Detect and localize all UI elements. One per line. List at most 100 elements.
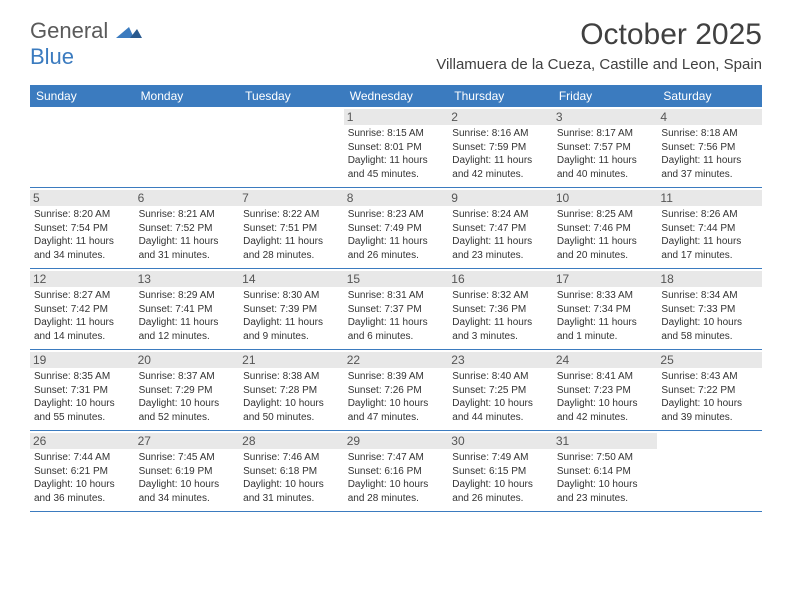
sunrise-label: Sunrise:	[348, 452, 387, 463]
day-cell: 8Sunrise: 8:23 AMSunset: 7:49 PMDaylight…	[344, 188, 449, 268]
day-cell: 18Sunrise: 8:34 AMSunset: 7:33 PMDayligh…	[657, 269, 762, 349]
sunrise-label: Sunrise:	[34, 371, 73, 382]
sunset-label: Sunset:	[243, 223, 280, 234]
day-detail: Sunrise: 8:20 AMSunset: 7:54 PMDaylight:…	[34, 208, 131, 262]
day-cell: 31Sunrise: 7:50 AMSunset: 6:14 PMDayligh…	[553, 431, 658, 511]
day-header: Thursday	[448, 85, 553, 107]
sunrise-label: Sunrise:	[348, 128, 387, 139]
sunset-label: Sunset:	[661, 142, 698, 153]
daylight-label: Daylight:	[243, 236, 285, 247]
sunset-label: Sunset:	[557, 466, 594, 477]
day-number: 18	[657, 271, 762, 287]
day-detail: Sunrise: 8:43 AMSunset: 7:22 PMDaylight:…	[661, 370, 758, 424]
daylight-label: Daylight:	[243, 317, 285, 328]
sunrise-value: 7:50 AM	[596, 452, 633, 463]
sunset-value: 7:41 PM	[175, 304, 212, 315]
sunset-value: 7:47 PM	[489, 223, 526, 234]
sunset-label: Sunset:	[139, 466, 176, 477]
daylight-label: Daylight:	[452, 236, 494, 247]
sunrise-label: Sunrise:	[661, 371, 700, 382]
sunset-label: Sunset:	[452, 385, 489, 396]
week-row: 12Sunrise: 8:27 AMSunset: 7:42 PMDayligh…	[30, 269, 762, 350]
day-cell: 23Sunrise: 8:40 AMSunset: 7:25 PMDayligh…	[448, 350, 553, 430]
day-number: 12	[30, 271, 135, 287]
day-detail: Sunrise: 8:29 AMSunset: 7:41 PMDaylight:…	[139, 289, 236, 343]
sunset-value: 7:56 PM	[698, 142, 735, 153]
sunrise-label: Sunrise:	[452, 371, 491, 382]
sunset-label: Sunset:	[557, 142, 594, 153]
sunset-value: 7:59 PM	[489, 142, 526, 153]
day-detail: Sunrise: 7:46 AMSunset: 6:18 PMDaylight:…	[243, 451, 340, 505]
day-cell: 16Sunrise: 8:32 AMSunset: 7:36 PMDayligh…	[448, 269, 553, 349]
sunrise-label: Sunrise:	[661, 290, 700, 301]
sunrise-label: Sunrise:	[139, 209, 178, 220]
sunset-value: 7:44 PM	[698, 223, 735, 234]
day-number: 14	[239, 271, 344, 287]
daylight-label: Daylight:	[348, 479, 390, 490]
sunset-label: Sunset:	[661, 304, 698, 315]
day-cell: 28Sunrise: 7:46 AMSunset: 6:18 PMDayligh…	[239, 431, 344, 511]
day-cell: 9Sunrise: 8:24 AMSunset: 7:47 PMDaylight…	[448, 188, 553, 268]
day-cell: 14Sunrise: 8:30 AMSunset: 7:39 PMDayligh…	[239, 269, 344, 349]
day-number: 25	[657, 352, 762, 368]
sunset-label: Sunset:	[348, 466, 385, 477]
sunset-label: Sunset:	[139, 304, 176, 315]
day-cell: 7Sunrise: 8:22 AMSunset: 7:51 PMDaylight…	[239, 188, 344, 268]
day-detail: Sunrise: 8:26 AMSunset: 7:44 PMDaylight:…	[661, 208, 758, 262]
day-number: 30	[448, 433, 553, 449]
day-number: 10	[553, 190, 658, 206]
day-detail: Sunrise: 7:44 AMSunset: 6:21 PMDaylight:…	[34, 451, 131, 505]
day-header: Tuesday	[239, 85, 344, 107]
day-number: 9	[448, 190, 553, 206]
sunset-value: 7:29 PM	[175, 385, 212, 396]
day-detail: Sunrise: 8:23 AMSunset: 7:49 PMDaylight:…	[348, 208, 445, 262]
day-header: Friday	[553, 85, 658, 107]
sunrise-value: 8:32 AM	[492, 290, 529, 301]
day-number: 31	[553, 433, 658, 449]
sunrise-label: Sunrise:	[557, 290, 596, 301]
sunrise-label: Sunrise:	[34, 452, 73, 463]
day-detail: Sunrise: 7:47 AMSunset: 6:16 PMDaylight:…	[348, 451, 445, 505]
sunrise-label: Sunrise:	[243, 371, 282, 382]
sunset-value: 7:36 PM	[489, 304, 526, 315]
sunset-label: Sunset:	[452, 304, 489, 315]
daylight-label: Daylight:	[661, 155, 703, 166]
sunrise-value: 7:46 AM	[283, 452, 320, 463]
day-cell: 11Sunrise: 8:26 AMSunset: 7:44 PMDayligh…	[657, 188, 762, 268]
sunrise-value: 7:44 AM	[73, 452, 110, 463]
sunset-value: 7:31 PM	[71, 385, 108, 396]
day-detail: Sunrise: 8:16 AMSunset: 7:59 PMDaylight:…	[452, 127, 549, 181]
week-row: 26Sunrise: 7:44 AMSunset: 6:21 PMDayligh…	[30, 431, 762, 512]
daylight-label: Daylight:	[34, 317, 76, 328]
month-title: October 2025	[436, 18, 762, 52]
sunrise-label: Sunrise:	[452, 290, 491, 301]
sunrise-label: Sunrise:	[139, 452, 178, 463]
empty-cell	[30, 107, 135, 187]
sunrise-value: 8:20 AM	[73, 209, 110, 220]
sunset-label: Sunset:	[348, 385, 385, 396]
header: General Blue October 2025 Villamuera de …	[0, 0, 792, 77]
sunset-value: 7:42 PM	[71, 304, 108, 315]
sunrise-value: 8:23 AM	[387, 209, 424, 220]
day-detail: Sunrise: 7:45 AMSunset: 6:19 PMDaylight:…	[139, 451, 236, 505]
day-detail: Sunrise: 7:49 AMSunset: 6:15 PMDaylight:…	[452, 451, 549, 505]
day-number: 4	[657, 109, 762, 125]
day-number: 15	[344, 271, 449, 287]
day-number: 22	[344, 352, 449, 368]
day-cell: 27Sunrise: 7:45 AMSunset: 6:19 PMDayligh…	[135, 431, 240, 511]
day-detail: Sunrise: 8:25 AMSunset: 7:46 PMDaylight:…	[557, 208, 654, 262]
sunrise-label: Sunrise:	[452, 452, 491, 463]
daylight-label: Daylight:	[139, 398, 181, 409]
sunset-label: Sunset:	[557, 304, 594, 315]
sunset-value: 7:52 PM	[175, 223, 212, 234]
sunrise-value: 8:22 AM	[283, 209, 320, 220]
sunset-label: Sunset:	[243, 466, 280, 477]
day-cell: 26Sunrise: 7:44 AMSunset: 6:21 PMDayligh…	[30, 431, 135, 511]
day-number: 16	[448, 271, 553, 287]
daylight-label: Daylight:	[139, 236, 181, 247]
sunset-value: 7:23 PM	[594, 385, 631, 396]
sunset-label: Sunset:	[34, 385, 71, 396]
sunrise-label: Sunrise:	[452, 209, 491, 220]
sunset-value: 7:25 PM	[489, 385, 526, 396]
sunset-value: 6:14 PM	[594, 466, 631, 477]
